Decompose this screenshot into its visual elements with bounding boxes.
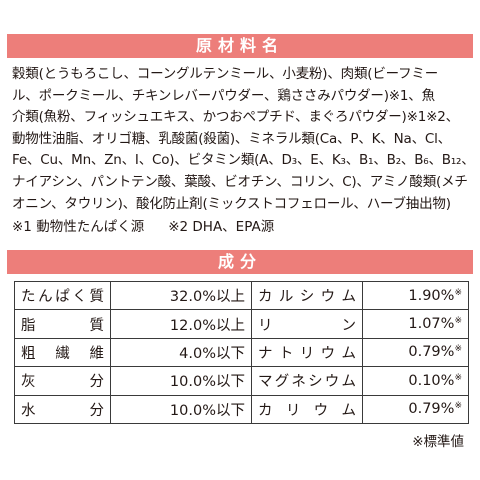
ingredients-text: 穀類(とうもろこし、コーングルテンミール、小麦粉)、肉類(ビーフミー ル、ポーク… <box>12 64 470 215</box>
mineral-value-cell: 1.07%※ <box>362 309 469 339</box>
table-row: 脂質 12.0%以上 リン 1.07%※ <box>14 309 469 339</box>
nutrient-value: 10.0%以下 <box>110 394 252 425</box>
table-row: 水分 10.0%以下 カリウム 0.79%※ <box>14 394 469 425</box>
nutrient-label: 水分 <box>14 394 111 425</box>
mineral-label: ナトリウム <box>251 337 363 368</box>
note-dha-epa: ※2 DHA、EPA源 <box>168 219 275 235</box>
ingredients-line: 介類(魚粉、フィッシュエキス、かつおぺプチド、まぐろパウダー)※1※2、 <box>12 109 459 126</box>
standard-mark: ※ <box>454 316 462 327</box>
mineral-value-cell: 0.79%※ <box>362 394 469 425</box>
ingredients-notes: ※1 動物性たんぱく源 ※2 DHA、EPA源 <box>12 216 274 238</box>
mineral-value: 0.79% <box>408 401 455 418</box>
nutrient-label: 脂質 <box>14 309 111 339</box>
nutrient-value: 10.0%以下 <box>110 366 252 396</box>
standard-mark: ※ <box>454 372 462 383</box>
nutrient-value: 4.0%以下 <box>110 337 252 368</box>
ingredients-line: 穀類(とうもろこし、コーングルテンミール、小麦粉)、肉類(ビーフミー <box>12 66 439 82</box>
mineral-label: リン <box>251 309 363 339</box>
standard-mark: ※ <box>454 287 462 298</box>
components-banner: 成分 <box>7 250 473 274</box>
ingredients-line: オニン、タウリン)、酸化防止剤(ミックストコフェロール、ハーブ抽出物) <box>12 195 451 212</box>
nutrient-label: 粗繊維 <box>14 337 111 368</box>
nutrition-table: たんぱく質 32.0%以上 カルシウム 1.90%※ 脂質 12.0%以上 リン… <box>14 280 469 425</box>
table-row: 灰分 10.0%以下 マグネシウム 0.10%※ <box>14 366 469 396</box>
ingredients-line: ル、ポークミール、チキンレバーパウダー、鶏ささみパウダー)※1、魚 <box>12 87 435 104</box>
mineral-value: 1.07% <box>408 316 455 333</box>
standard-mark: ※ <box>454 401 462 412</box>
mineral-value: 1.90% <box>408 287 455 304</box>
standard-mark: ※ <box>454 344 462 355</box>
mineral-label: マグネシウム <box>251 366 363 396</box>
mineral-value-cell: 1.90%※ <box>362 280 469 311</box>
mineral-label: カリウム <box>251 394 363 425</box>
nutrient-label: たんぱく質 <box>14 280 111 311</box>
mineral-value: 0.79% <box>408 344 455 361</box>
nutrient-label: 灰分 <box>14 366 111 396</box>
mineral-value-cell: 0.79%※ <box>362 337 469 368</box>
mineral-value: 0.10% <box>408 372 455 389</box>
ingredients-line: 動物性油脂、オリゴ糖、乳酸菌(殺菌)、ミネラル類(Ca、P、K、Na、Cl、 <box>12 130 451 147</box>
nutrient-value: 32.0%以上 <box>110 280 252 311</box>
nutrient-value: 12.0%以上 <box>110 309 252 339</box>
note-animal-protein: ※1 動物性たんぱく源 <box>12 219 145 235</box>
ingredients-banner: 原材料名 <box>7 34 473 58</box>
standard-value-note: ※標準値 <box>412 434 464 450</box>
ingredients-line: ナイアシン、パントテン酸、葉酸、ビオチン、コリン、C)、アミノ酸類(メチ <box>12 173 468 190</box>
table-row: 粗繊維 4.0%以下 ナトリウム 0.79%※ <box>14 337 469 368</box>
mineral-value-cell: 0.10%※ <box>362 366 469 396</box>
ingredients-line: Fe、Cu、Mn、Zn、I、Co)、ビタミン類(A、D₃、E、K₃、B₁、B₂、… <box>12 152 470 169</box>
table-row: たんぱく質 32.0%以上 カルシウム 1.90%※ <box>14 280 469 311</box>
mineral-label: カルシウム <box>251 280 363 311</box>
